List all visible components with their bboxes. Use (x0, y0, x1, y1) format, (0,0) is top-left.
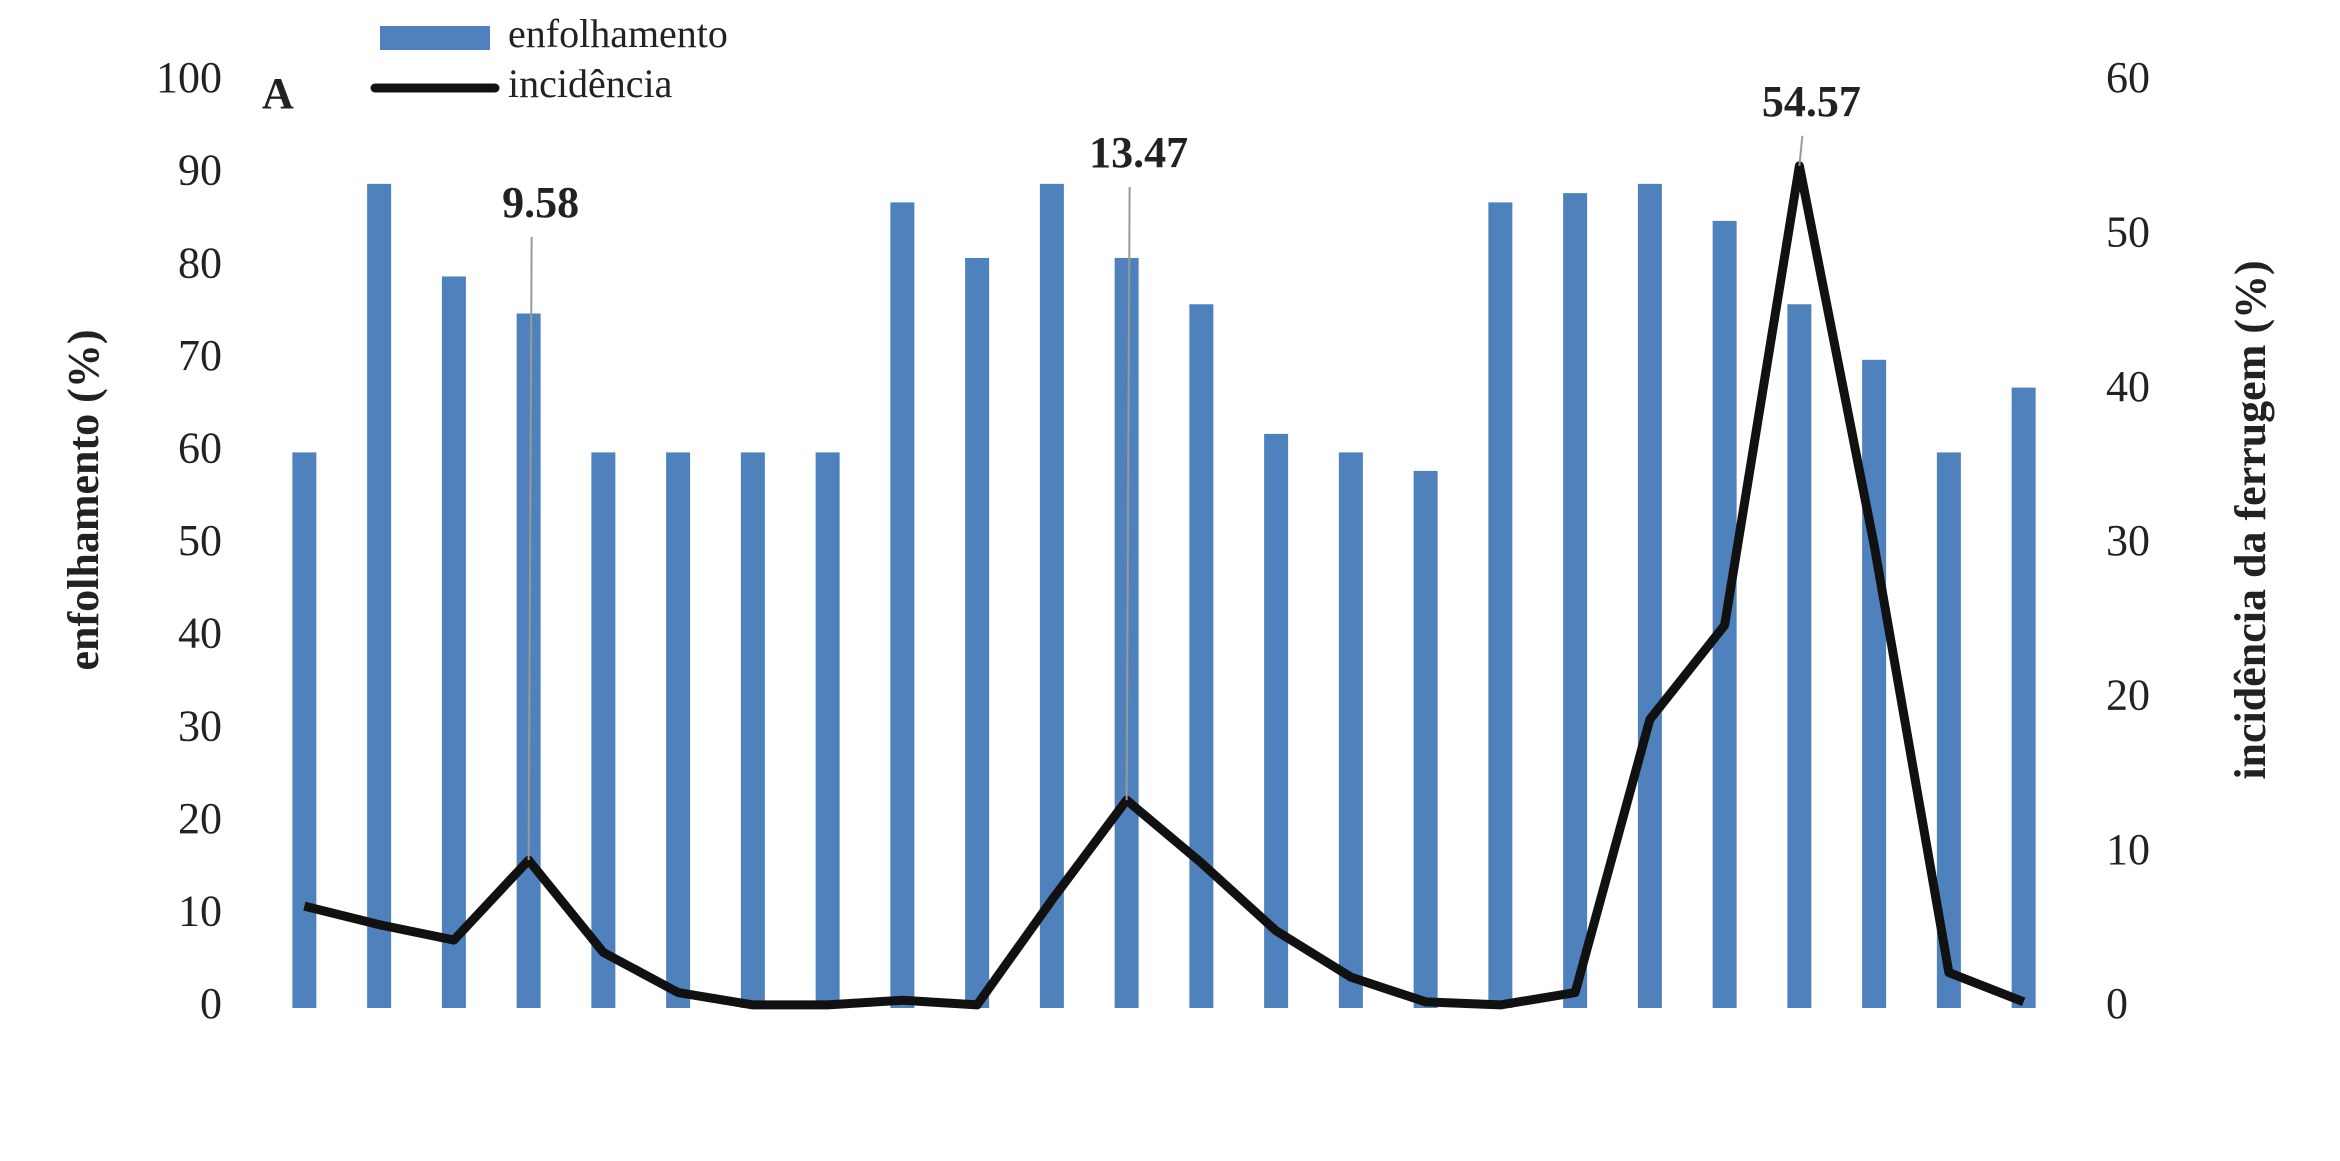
bar (2011, 387, 2036, 1009)
bar (441, 276, 466, 1009)
data-label: 9.58 (502, 178, 579, 227)
data-label: 13.47 (1089, 128, 1188, 177)
bar (1488, 202, 1513, 1008)
y2-tick-label: 0 (2106, 979, 2128, 1028)
y2-tick-label: 40 (2106, 362, 2150, 411)
y2-tick-label: 30 (2106, 516, 2150, 565)
bar (740, 452, 765, 1008)
bar (1413, 470, 1438, 1008)
y2-tick-label: 20 (2106, 670, 2150, 719)
y2-axis-title: incidência da ferrugem (%) (2226, 260, 2275, 779)
data-label: 54.57 (1762, 77, 1861, 126)
y-tick-label: 70 (178, 331, 222, 380)
bar (1189, 304, 1214, 1008)
legend-label: enfolhamento (508, 11, 728, 56)
bar (815, 452, 840, 1008)
legend-swatch (380, 26, 490, 50)
bar (1563, 193, 1588, 1008)
y-tick-label: 20 (178, 794, 222, 843)
leader-line (1125, 186, 1131, 801)
bar (1637, 183, 1662, 1009)
leader-line (1798, 135, 1804, 166)
y-tick-label: 60 (178, 423, 222, 472)
y-tick-label: 80 (178, 238, 222, 287)
y-tick-label: 90 (178, 146, 222, 195)
bar (666, 452, 691, 1008)
y-tick-label: 50 (178, 516, 222, 565)
bar (1787, 304, 1812, 1008)
bar (1862, 359, 1887, 1008)
bar (292, 452, 317, 1008)
y-tick-label: 30 (178, 701, 222, 750)
line (303, 161, 2026, 1010)
y-tick-label: 100 (156, 53, 222, 102)
y-tick-label: 10 (178, 886, 222, 935)
y2-tick-label: 50 (2106, 207, 2150, 256)
y-tick-label: 0 (200, 979, 222, 1028)
bar (1264, 433, 1289, 1008)
bar (591, 452, 616, 1008)
y-axis-title: enfolhamento (%) (59, 330, 108, 671)
bar (965, 257, 990, 1008)
legend-label: incidência (508, 61, 673, 106)
bar (367, 183, 392, 1009)
bar (1039, 183, 1064, 1009)
bar (890, 202, 915, 1008)
panel-label: A (262, 69, 294, 118)
y2-tick-label: 60 (2106, 53, 2150, 102)
y2-tick-label: 10 (2106, 825, 2150, 874)
leader-line (527, 236, 533, 861)
bar (1338, 452, 1363, 1008)
y-tick-label: 40 (178, 609, 222, 658)
